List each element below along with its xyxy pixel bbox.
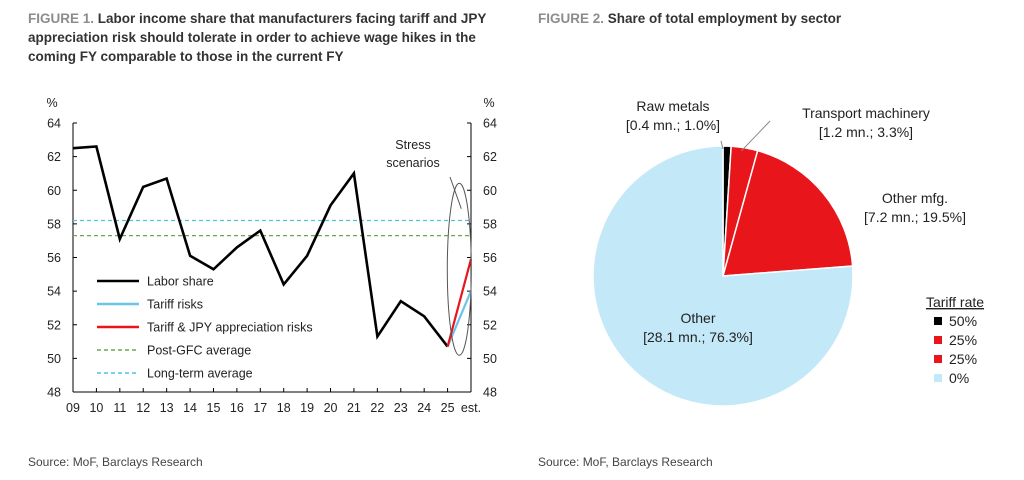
pie-slice-other <box>592 145 854 407</box>
y-tick-label-left: 50 <box>47 352 61 366</box>
figure1-source: Source: MoF, Barclays Research <box>28 455 203 469</box>
figure1-number: FIGURE 1. <box>28 11 95 26</box>
y-unit-label-left: % <box>46 96 57 110</box>
figure2-source: Source: MoF, Barclays Research <box>538 455 713 469</box>
x-tick-label: 18 <box>277 401 291 415</box>
legend-swatch <box>934 355 942 363</box>
y-unit-label-right: % <box>483 96 494 110</box>
y-tick-label-left: 62 <box>47 150 61 164</box>
legend-label: Post-GFC average <box>147 344 251 358</box>
figure2-title: FIGURE 2. Share of total employment by s… <box>538 9 998 28</box>
y-tick-label-left: 58 <box>47 217 61 231</box>
legend-swatch <box>934 317 942 325</box>
x-tick-label: 09 <box>66 401 80 415</box>
y-tick-label-right: 56 <box>483 251 497 265</box>
x-tick-label: 14 <box>183 401 197 415</box>
legend-label: 25% <box>949 332 977 348</box>
x-tick-label: 15 <box>207 401 221 415</box>
legend-label: 25% <box>949 351 977 367</box>
x-tick-label: 22 <box>370 401 384 415</box>
legend-label: 50% <box>949 313 977 329</box>
leader-line-transport-machinery <box>741 120 771 152</box>
leader-line-raw-metals <box>720 140 724 150</box>
pie-slice-other-mfg- <box>721 149 854 277</box>
legend-label: Tariff & JPY appreciation risks <box>147 321 313 335</box>
pie-label: Transport machinery <box>802 105 930 121</box>
y-tick-label-right: 60 <box>483 184 497 198</box>
y-tick-label-left: 64 <box>47 117 61 131</box>
x-tick-label: 11 <box>113 401 126 415</box>
x-tick-label: 17 <box>253 401 267 415</box>
x-tick-label: 25 <box>441 401 455 415</box>
x-tick-label: est. <box>461 401 481 415</box>
x-tick-label: 16 <box>230 401 244 415</box>
x-tick-label: 24 <box>417 401 431 415</box>
y-tick-label-left: 52 <box>47 318 61 332</box>
figure1-title: FIGURE 1. Labor income share that manufa… <box>28 9 508 66</box>
legend-label: Long-term average <box>147 367 253 381</box>
x-tick-label: 12 <box>136 401 150 415</box>
pie-value-label: [0.4 mn.; 1.0%] <box>626 117 720 133</box>
figure1-title-text: Labor income share that manufacturers fa… <box>28 11 487 64</box>
pie-label: Raw metals <box>636 98 709 114</box>
pie-legend-title: Tariff rate <box>926 294 984 310</box>
y-tick-label-left: 56 <box>47 251 61 265</box>
x-tick-label: 20 <box>324 401 338 415</box>
y-tick-label-right: 48 <box>483 386 497 400</box>
series-line-labor-share <box>72 145 449 348</box>
stress-scenario-ellipse <box>446 182 472 356</box>
stress-scenario-pointer <box>449 176 462 209</box>
x-tick-label: 10 <box>89 401 103 415</box>
y-tick-label-left: 48 <box>47 386 61 400</box>
y-tick-label-right: 52 <box>483 318 497 332</box>
x-tick-label: 13 <box>160 401 174 415</box>
y-tick-label-right: 58 <box>483 217 497 231</box>
legend-swatch <box>934 374 942 382</box>
y-tick-label-left: 54 <box>47 285 61 299</box>
legend-label: Tariff risks <box>147 298 203 312</box>
pie-label: Other mfg. <box>882 190 948 206</box>
stress-scenario-label: scenarios <box>386 156 440 170</box>
y-tick-label-right: 50 <box>483 352 497 366</box>
y-tick-label-left: 60 <box>47 184 61 198</box>
x-tick-label: 23 <box>394 401 408 415</box>
pie-value-label: [7.2 mn.; 19.5%] <box>864 209 966 225</box>
figure2-number: FIGURE 2. <box>538 11 605 26</box>
stress-scenario-label: Stress <box>395 138 430 152</box>
legend-swatch <box>934 336 942 344</box>
x-tick-label: 21 <box>347 401 361 415</box>
pie-value-label: [28.1 mn.; 76.3%] <box>643 329 753 345</box>
y-tick-label-right: 64 <box>483 117 497 131</box>
legend-label: Labor share <box>147 275 214 289</box>
pie-label: Other <box>680 310 715 326</box>
y-tick-label-right: 54 <box>483 285 497 299</box>
legend-label: 0% <box>949 370 969 386</box>
pie-value-label: [1.2 mn.; 3.3%] <box>819 124 913 140</box>
x-tick-label: 19 <box>300 401 314 415</box>
figure2-title-text: Share of total employment by sector <box>607 11 842 26</box>
y-tick-label-right: 62 <box>483 150 497 164</box>
